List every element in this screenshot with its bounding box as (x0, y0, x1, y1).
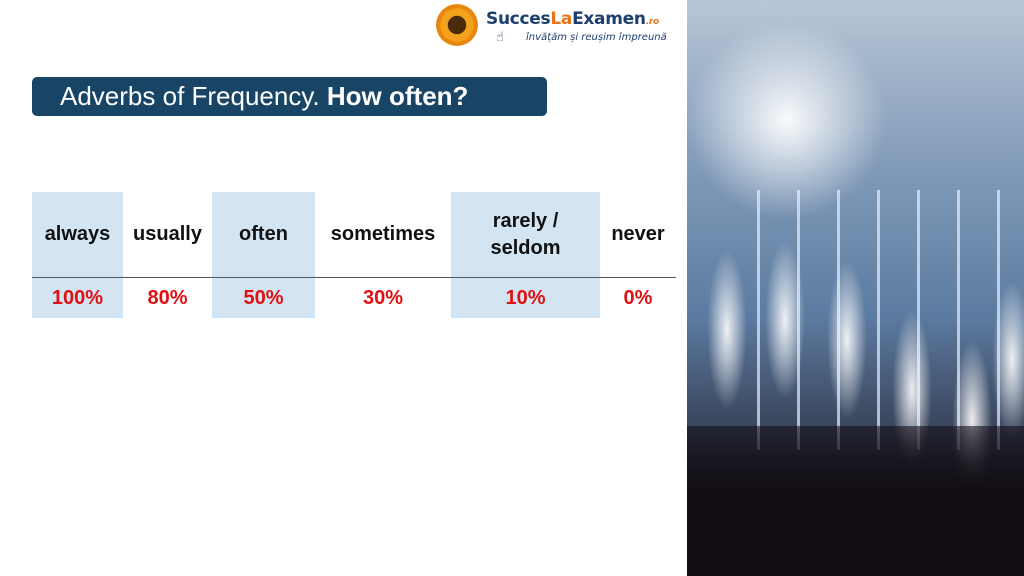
concert-crowd-image (687, 0, 1024, 576)
header-never: never (611, 223, 665, 245)
page-title: Adverbs of Frequency. How often? (32, 77, 547, 116)
tagline: învățăm și reușim împreună (526, 32, 667, 43)
crowd-silhouette (687, 426, 1024, 576)
hand-pointer-icon: ☝ (496, 30, 504, 45)
logo: SuccesLaExamen.ro ☝ învățăm și reușim îm… (436, 4, 676, 48)
stage-light (687, 20, 887, 220)
smoke-jet (992, 280, 1024, 440)
header-rarely-seldom: rarely / seldom (451, 192, 600, 277)
smoke-jet (827, 260, 867, 420)
percent-often: 50% (212, 278, 315, 318)
table-divider (32, 277, 676, 278)
brand-name: SuccesLaExamen.ro (486, 9, 659, 29)
smoke-jet (765, 240, 805, 400)
smoke-jet (707, 250, 747, 410)
header-sometimes: sometimes (330, 223, 436, 245)
header-usually: usually (133, 223, 202, 245)
header-always: always (32, 192, 123, 277)
light-beam (757, 190, 760, 450)
percent-never: 0% (623, 286, 653, 309)
percent-sometimes: 30% (362, 286, 404, 309)
percent-rarely-seldom: 10% (451, 278, 600, 318)
light-beam (957, 190, 960, 450)
light-beam (877, 190, 880, 450)
header-often: often (212, 192, 315, 277)
percent-usually: 80% (147, 286, 188, 309)
sunflower-icon (436, 4, 478, 46)
percent-always: 100% (32, 278, 123, 318)
